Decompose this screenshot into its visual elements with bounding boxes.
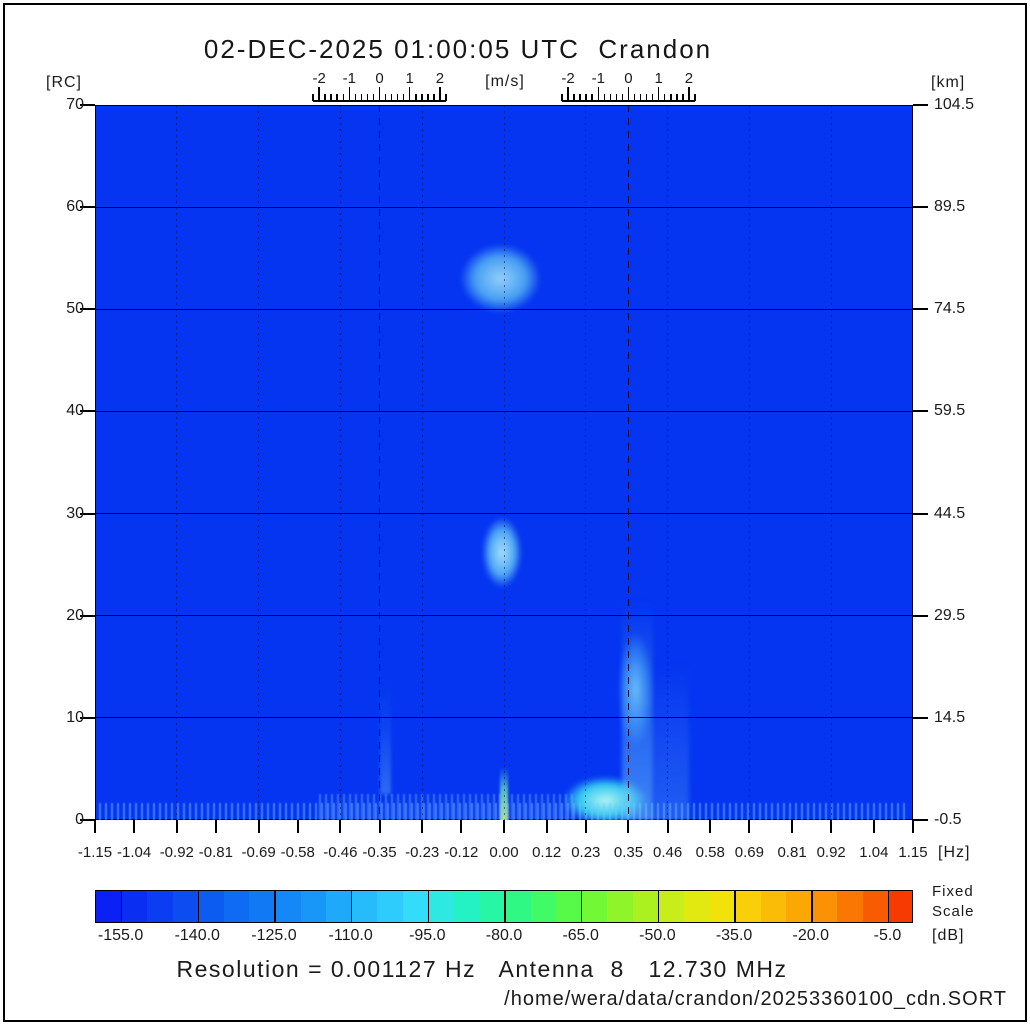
colorbar-segment — [505, 891, 532, 922]
colorbar-tick — [887, 891, 890, 922]
colorbar-segment — [351, 891, 378, 922]
colorbar-segment — [249, 891, 276, 922]
grid-dotted-vline — [176, 105, 178, 820]
colorbar-tick — [580, 891, 583, 922]
colorbar-segment — [607, 891, 634, 922]
colorbar-tick — [657, 891, 660, 922]
colorbar-segment — [428, 891, 455, 922]
feature-near-range-noise-mid — [319, 794, 576, 820]
colorbar-segment — [147, 891, 174, 922]
colorbar-note-line1: Fixed — [932, 883, 974, 900]
colorbar-segment — [274, 891, 301, 922]
colorbar-segment — [811, 891, 838, 922]
colorbar-segment — [96, 891, 123, 922]
colorbar-segment — [862, 891, 889, 922]
colorbar-tick — [734, 891, 736, 922]
file-path-text: /home/wera/data/crandon/20253360100_cdn.… — [504, 988, 1007, 1010]
colorbar-segment — [581, 891, 608, 922]
bragg-dashed-line — [627, 105, 630, 820]
colorbar-unit: [dB] — [932, 927, 965, 944]
feature-upper-echo-blob — [459, 243, 542, 314]
colorbar-segment — [683, 891, 710, 922]
colorbar-segment — [658, 891, 685, 922]
colorbar-tick — [120, 891, 123, 922]
grid-dotted-vline — [830, 105, 832, 820]
colorbar-segment — [786, 891, 813, 922]
colorbar-segment — [479, 891, 506, 922]
colorbar-segment — [402, 891, 429, 922]
grid-dotted-vline — [748, 105, 750, 820]
resolution-text: Resolution = 0.001127 Hz Antenna 8 12.73… — [176, 956, 788, 982]
colorbar-tick — [274, 891, 276, 922]
colorbar-tick — [350, 891, 353, 922]
outer-frame — [3, 3, 1027, 1022]
grid-dotted-vline — [258, 105, 260, 820]
grid-dotted-vline — [585, 105, 587, 820]
feature-bragg-plume-right — [653, 661, 689, 820]
colorbar-note-line2: Scale — [932, 903, 975, 920]
colorbar-segment — [735, 891, 762, 922]
grid-dotted-vline — [503, 105, 505, 820]
colorbar-segment — [453, 891, 480, 922]
feature-left-faint-streak — [379, 682, 391, 795]
colorbar-segment — [837, 891, 864, 922]
spectrum-grid-layer — [95, 105, 913, 820]
colorbar-segment — [300, 891, 327, 922]
colorbar-segment — [377, 891, 404, 922]
colorbar-segment — [223, 891, 250, 922]
bragg-dashed-line — [378, 105, 381, 820]
feature-lower-echo-blob — [481, 516, 523, 589]
colorbar-tick — [427, 891, 430, 922]
left-axis-unit: [RC] — [46, 74, 82, 91]
colorbar-tick — [504, 891, 506, 922]
plot-title: 02-DEC-2025 01:00:05 UTC Crandon — [203, 34, 713, 64]
grid-dotted-vline — [421, 105, 423, 820]
colorbar-segment — [556, 891, 583, 922]
colorbar-segment — [632, 891, 659, 922]
colorbar-segment — [709, 891, 736, 922]
grid-dotted-vline — [667, 105, 669, 820]
colorbar-segment — [172, 891, 199, 922]
colorbar-tick — [811, 891, 813, 922]
colorbar-segment — [198, 891, 225, 922]
top-axis-unit: [m/s] — [485, 73, 525, 90]
colorbar — [95, 890, 913, 923]
bottom-axis-unit: [Hz] — [938, 844, 971, 861]
colorbar-segment — [326, 891, 353, 922]
colorbar-segment — [530, 891, 557, 922]
colorbar-segment — [121, 891, 148, 922]
colorbar-segment — [760, 891, 787, 922]
colorbar-tick — [197, 891, 199, 922]
feature-bragg-plume-column — [622, 600, 654, 820]
right-axis-unit: [km] — [931, 74, 966, 91]
colorbar-segment — [888, 891, 912, 922]
grid-dotted-vline — [339, 105, 341, 820]
